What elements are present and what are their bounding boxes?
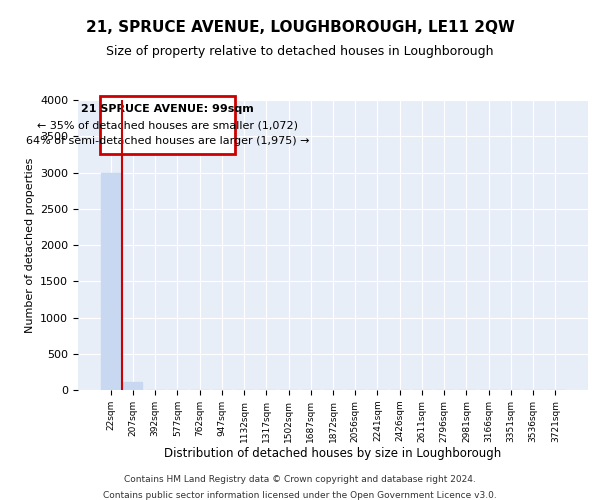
Bar bbox=[124, 382, 142, 390]
X-axis label: Distribution of detached houses by size in Loughborough: Distribution of detached houses by size … bbox=[164, 448, 502, 460]
Text: ← 35% of detached houses are smaller (1,072): ← 35% of detached houses are smaller (1,… bbox=[37, 120, 298, 130]
Text: 21, SPRUCE AVENUE, LOUGHBOROUGH, LE11 2QW: 21, SPRUCE AVENUE, LOUGHBOROUGH, LE11 2Q… bbox=[86, 20, 514, 35]
Text: Size of property relative to detached houses in Loughborough: Size of property relative to detached ho… bbox=[106, 45, 494, 58]
Text: Contains public sector information licensed under the Open Government Licence v3: Contains public sector information licen… bbox=[103, 490, 497, 500]
Text: 64% of semi-detached houses are larger (1,975) →: 64% of semi-detached houses are larger (… bbox=[26, 136, 309, 146]
Text: Contains HM Land Registry data © Crown copyright and database right 2024.: Contains HM Land Registry data © Crown c… bbox=[124, 476, 476, 484]
Text: 21 SPRUCE AVENUE: 99sqm: 21 SPRUCE AVENUE: 99sqm bbox=[81, 104, 254, 114]
Bar bbox=[100, 96, 235, 154]
Y-axis label: Number of detached properties: Number of detached properties bbox=[25, 158, 35, 332]
Bar bbox=[101, 172, 120, 390]
